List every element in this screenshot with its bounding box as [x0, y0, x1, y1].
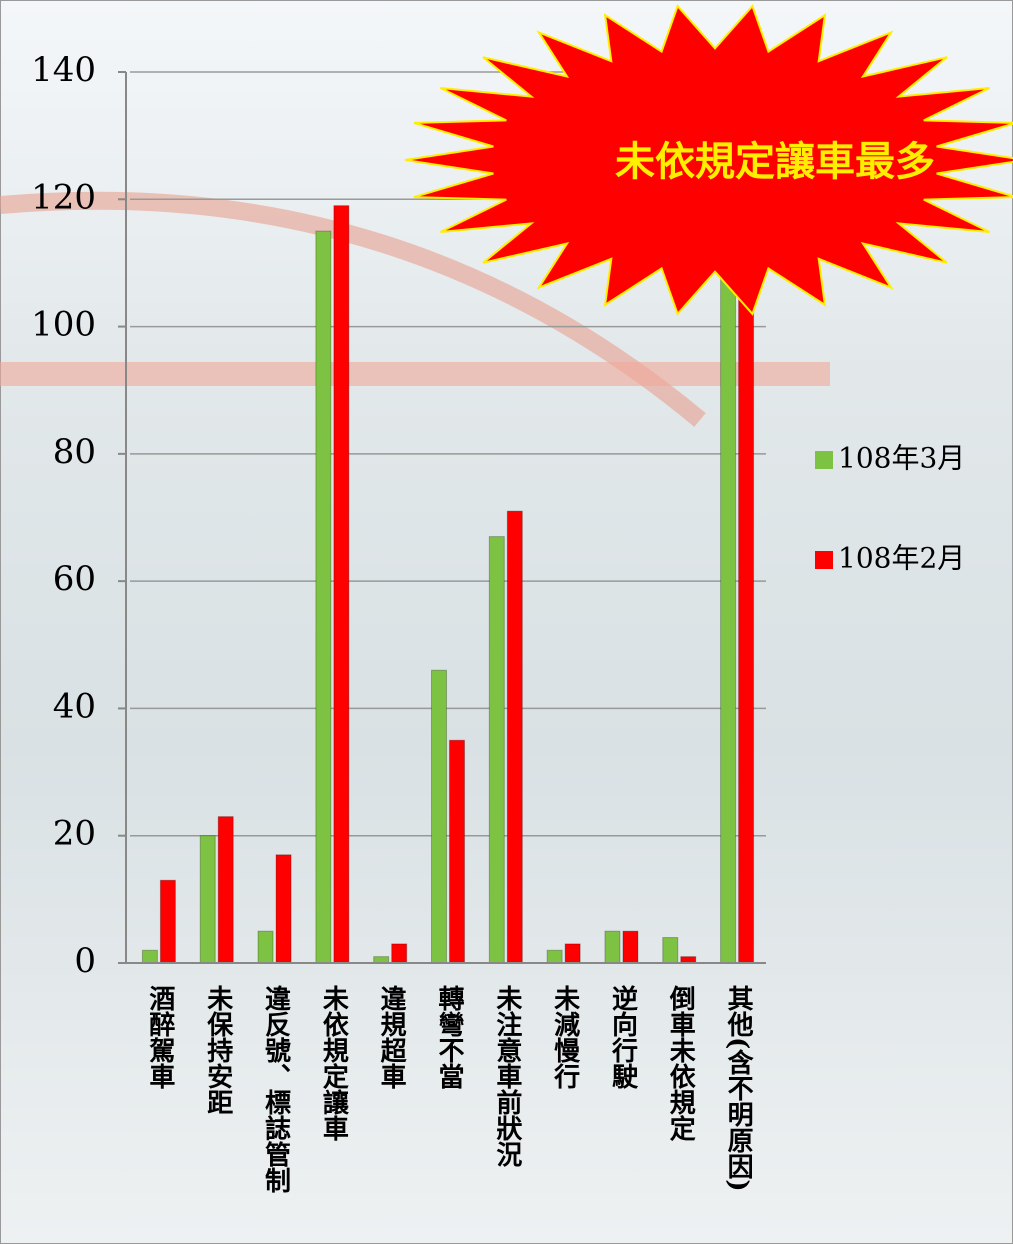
bar [449, 739, 465, 964]
y-tick-label: 60 [53, 559, 96, 599]
x-tick-label: 未依規定讓車 [318, 985, 348, 1142]
bar [604, 930, 621, 964]
bar [391, 943, 408, 964]
bar [141, 949, 158, 964]
bar [275, 854, 292, 964]
x-tick-label: 轉彎不當 [434, 984, 464, 1089]
bar [662, 937, 679, 964]
legend-label: 108年3月 [838, 442, 965, 475]
legend-swatch [815, 551, 833, 569]
x-tick-label: 倒車未依規定 [665, 985, 696, 1142]
y-tick-label: 20 [53, 814, 96, 854]
bar [564, 943, 581, 964]
bar [488, 536, 505, 964]
y-tick-label: 140 [31, 50, 96, 90]
bar [315, 230, 332, 964]
bar [199, 835, 216, 964]
y-tick-label: 40 [53, 686, 96, 726]
bridge-deck [0, 362, 830, 386]
bridge-arch [0, 191, 706, 427]
bar [333, 205, 350, 964]
bar [506, 510, 523, 964]
x-tick-label: 酒醉駕車 [145, 985, 175, 1090]
y-tick-label: 120 [31, 177, 96, 217]
bar [431, 669, 447, 964]
bar [622, 930, 639, 964]
x-tick-label: 未保持安距 [203, 985, 234, 1115]
bar [546, 949, 563, 964]
legend-label: 108年2月 [838, 542, 965, 575]
x-tick-label: 未減慢行 [550, 985, 581, 1089]
x-tick-label: 未注意車前狀況 [492, 985, 522, 1167]
bar [257, 930, 274, 964]
y-tick-label: 0 [74, 941, 96, 981]
annotation: 未依規定讓車最多 [615, 138, 935, 185]
x-tick-label: 違規超車 [376, 985, 406, 1090]
legend-swatch [815, 451, 833, 469]
starburst [404, 4, 1013, 316]
x-tick-label: 其他(含不明原因) [723, 985, 754, 1192]
bar [159, 879, 176, 964]
y-tick-label: 80 [53, 432, 96, 472]
x-tick-label: 違反號、標誌管制 [261, 985, 291, 1193]
bar [217, 816, 234, 964]
y-tick-label: 100 [31, 305, 96, 345]
x-tick-label: 逆向行駛 [607, 984, 638, 1090]
